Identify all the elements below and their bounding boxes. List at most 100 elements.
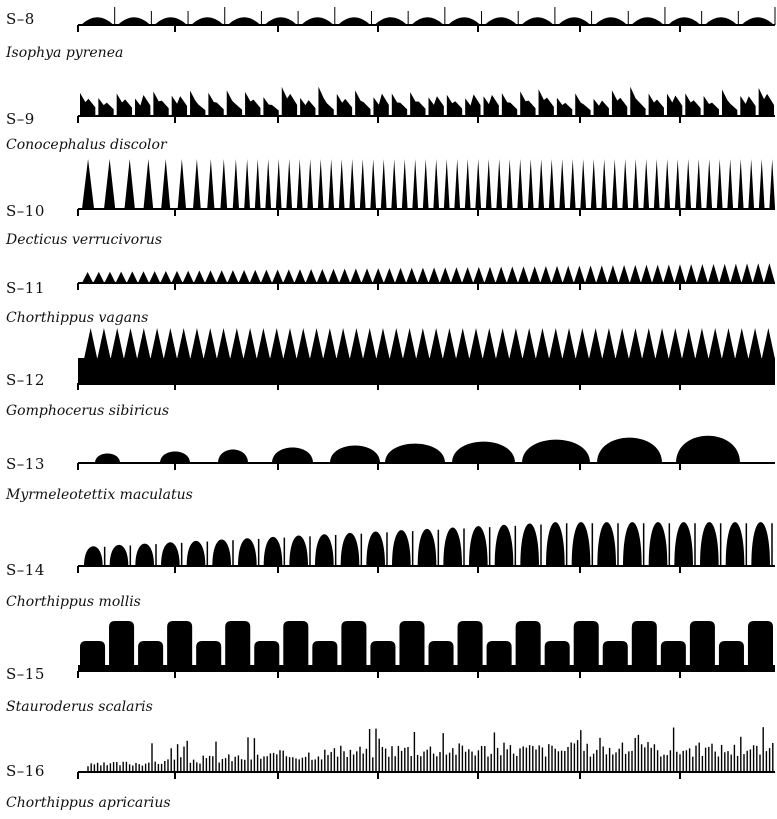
- pulse: [509, 328, 523, 359]
- pulse: [623, 522, 642, 566]
- pulse: [522, 439, 590, 463]
- pulse: [307, 159, 314, 209]
- pulse: [244, 159, 251, 209]
- pulse: [82, 159, 95, 209]
- species-name: Myrmeleotettix maculatus: [6, 487, 193, 503]
- row-code: S–12: [6, 371, 45, 389]
- pulse: [496, 159, 503, 209]
- pulse: [676, 435, 740, 463]
- pulse: [372, 268, 384, 283]
- pulse: [411, 17, 444, 25]
- row-code: S–13: [6, 455, 45, 473]
- pulse: [355, 90, 371, 116]
- pulse: [296, 159, 303, 209]
- pulse: [294, 269, 306, 283]
- pulse: [548, 159, 555, 209]
- pulse: [339, 268, 351, 283]
- pulse: [666, 93, 683, 116]
- oscillogram-row-s16: S–16 Chorthippus apricarius: [0, 715, 777, 819]
- pulse: [116, 93, 133, 116]
- pulse: [655, 328, 669, 359]
- oscillogram-row-s12: S–12 Gomphocerus sibiricus: [0, 325, 777, 425]
- pulse: [522, 328, 536, 359]
- pulse: [123, 328, 138, 359]
- pulse: [361, 268, 373, 283]
- pulse: [330, 445, 380, 463]
- pulse: [80, 641, 106, 671]
- pulse: [216, 270, 228, 283]
- pulse: [300, 97, 316, 116]
- pulse: [410, 92, 426, 116]
- pulse: [192, 159, 201, 209]
- pulse: [630, 86, 646, 116]
- pulse: [515, 621, 541, 671]
- pulse: [208, 92, 224, 116]
- oscillogram-trace: [77, 263, 775, 290]
- pulse: [296, 328, 310, 359]
- pulse: [689, 621, 715, 671]
- pulse: [370, 641, 396, 671]
- pulse: [305, 269, 317, 283]
- pulse: [212, 539, 231, 566]
- pulse: [527, 159, 534, 209]
- pulse: [265, 159, 272, 209]
- pulse: [443, 527, 462, 566]
- pulse: [312, 641, 338, 671]
- pulse: [226, 90, 243, 116]
- pulse: [190, 90, 206, 116]
- oscillogram-row-s8: S–8 Isophya pyrenea: [0, 0, 777, 61]
- pulse: [484, 266, 496, 283]
- pulse: [171, 270, 183, 283]
- pulse: [439, 267, 451, 283]
- oscillogram-row-s9: S–9 Conocephalus discolor: [0, 60, 777, 155]
- pulse: [272, 269, 284, 283]
- pulse: [681, 328, 696, 359]
- pulse: [385, 443, 445, 463]
- pulse: [104, 159, 116, 209]
- pulse: [517, 159, 524, 209]
- pulse: [281, 86, 298, 116]
- pulse: [117, 17, 151, 25]
- pulse: [275, 159, 282, 209]
- pulse: [263, 536, 283, 566]
- pulse: [373, 93, 389, 116]
- species-name: Stauroderus scalaris: [6, 699, 153, 715]
- pulse: [230, 328, 244, 359]
- pulse: [469, 526, 488, 566]
- row-code: S–11: [6, 279, 45, 297]
- pulse: [428, 641, 454, 671]
- pulse: [254, 159, 261, 209]
- pulse: [207, 159, 215, 209]
- species-name: Isophya pyrenea: [6, 45, 124, 61]
- pulse: [761, 328, 775, 359]
- pulse: [642, 328, 656, 359]
- pulse: [588, 328, 603, 359]
- pulse: [336, 328, 350, 359]
- pulse: [447, 17, 481, 25]
- oscillogram-trace: [77, 86, 775, 123]
- pulse: [383, 268, 395, 283]
- pulse: [196, 641, 222, 671]
- pulse: [238, 538, 257, 566]
- pulse: [238, 269, 250, 283]
- row-code: S–16: [6, 762, 45, 780]
- pulse: [160, 270, 172, 283]
- pulse: [730, 263, 742, 283]
- pulse: [374, 17, 408, 25]
- pulse: [664, 159, 671, 209]
- pulse: [389, 328, 403, 359]
- pulse: [190, 328, 204, 359]
- pulse: [218, 449, 248, 463]
- pulse: [163, 328, 178, 359]
- pulse: [538, 89, 554, 116]
- pulse: [446, 94, 463, 116]
- pulse: [456, 328, 470, 359]
- pulse: [557, 17, 591, 25]
- row-code: S–14: [6, 561, 45, 579]
- pulse: [216, 328, 231, 359]
- pulse: [412, 159, 419, 209]
- pulse: [501, 93, 518, 116]
- pulse: [695, 159, 702, 209]
- pulse: [674, 264, 686, 283]
- pulse: [341, 621, 367, 671]
